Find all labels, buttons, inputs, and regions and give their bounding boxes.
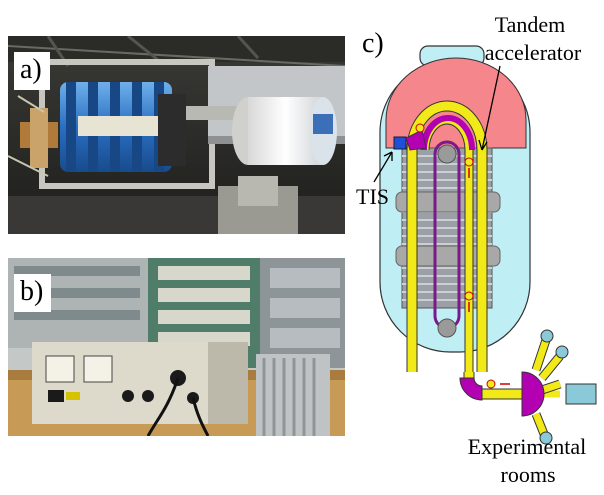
panel-a-photo: a) [8,36,345,234]
beam-marker-1 [464,157,474,167]
beam-marker-2 [464,291,474,301]
terminal-magnet [421,115,475,151]
tis-callout-line [373,151,393,183]
panel-a-label: a) [14,52,50,90]
tandem-callout-arrowhead [478,139,488,151]
port-2 [555,345,569,359]
experimental-label-line2: rooms [500,462,556,487]
power-supply-photo [8,258,345,436]
branch-down [532,412,548,436]
source-marker [415,123,425,133]
branch-up-2 [539,353,563,381]
port-3 [539,431,553,445]
port-4 [565,383,597,405]
beam-marker-3 [486,379,496,389]
source-magnet [405,129,427,151]
ion-source-block [393,136,407,150]
column-ring-upper [395,191,501,213]
chain-pulley-bottom [437,318,457,338]
panel-c-diagram: c) Tandem accelerator TIS Experimental r… [350,0,604,490]
tandem-accelerator-schematic [373,45,597,445]
tis-callout-arrowhead [383,151,393,161]
panel-b-photo: b) [8,258,345,436]
branch-up-1 [532,338,550,372]
chain-pulley-top [437,144,457,164]
switching-magnet [459,377,483,401]
tandem-label-line2: accelerator [484,40,582,65]
port-1 [540,329,554,343]
tandem-callout-line [481,65,501,151]
panel-b-label: b) [14,274,52,312]
ion-source-photo [8,36,345,234]
experimental-label-line1: Experimental [467,434,587,459]
tis-label: TIS [356,184,389,209]
distribution-magnet [521,371,545,417]
column-ring-lower [395,245,501,267]
tandem-label-line1: Tandem [494,12,566,37]
panel-c-label: c) [362,28,384,59]
